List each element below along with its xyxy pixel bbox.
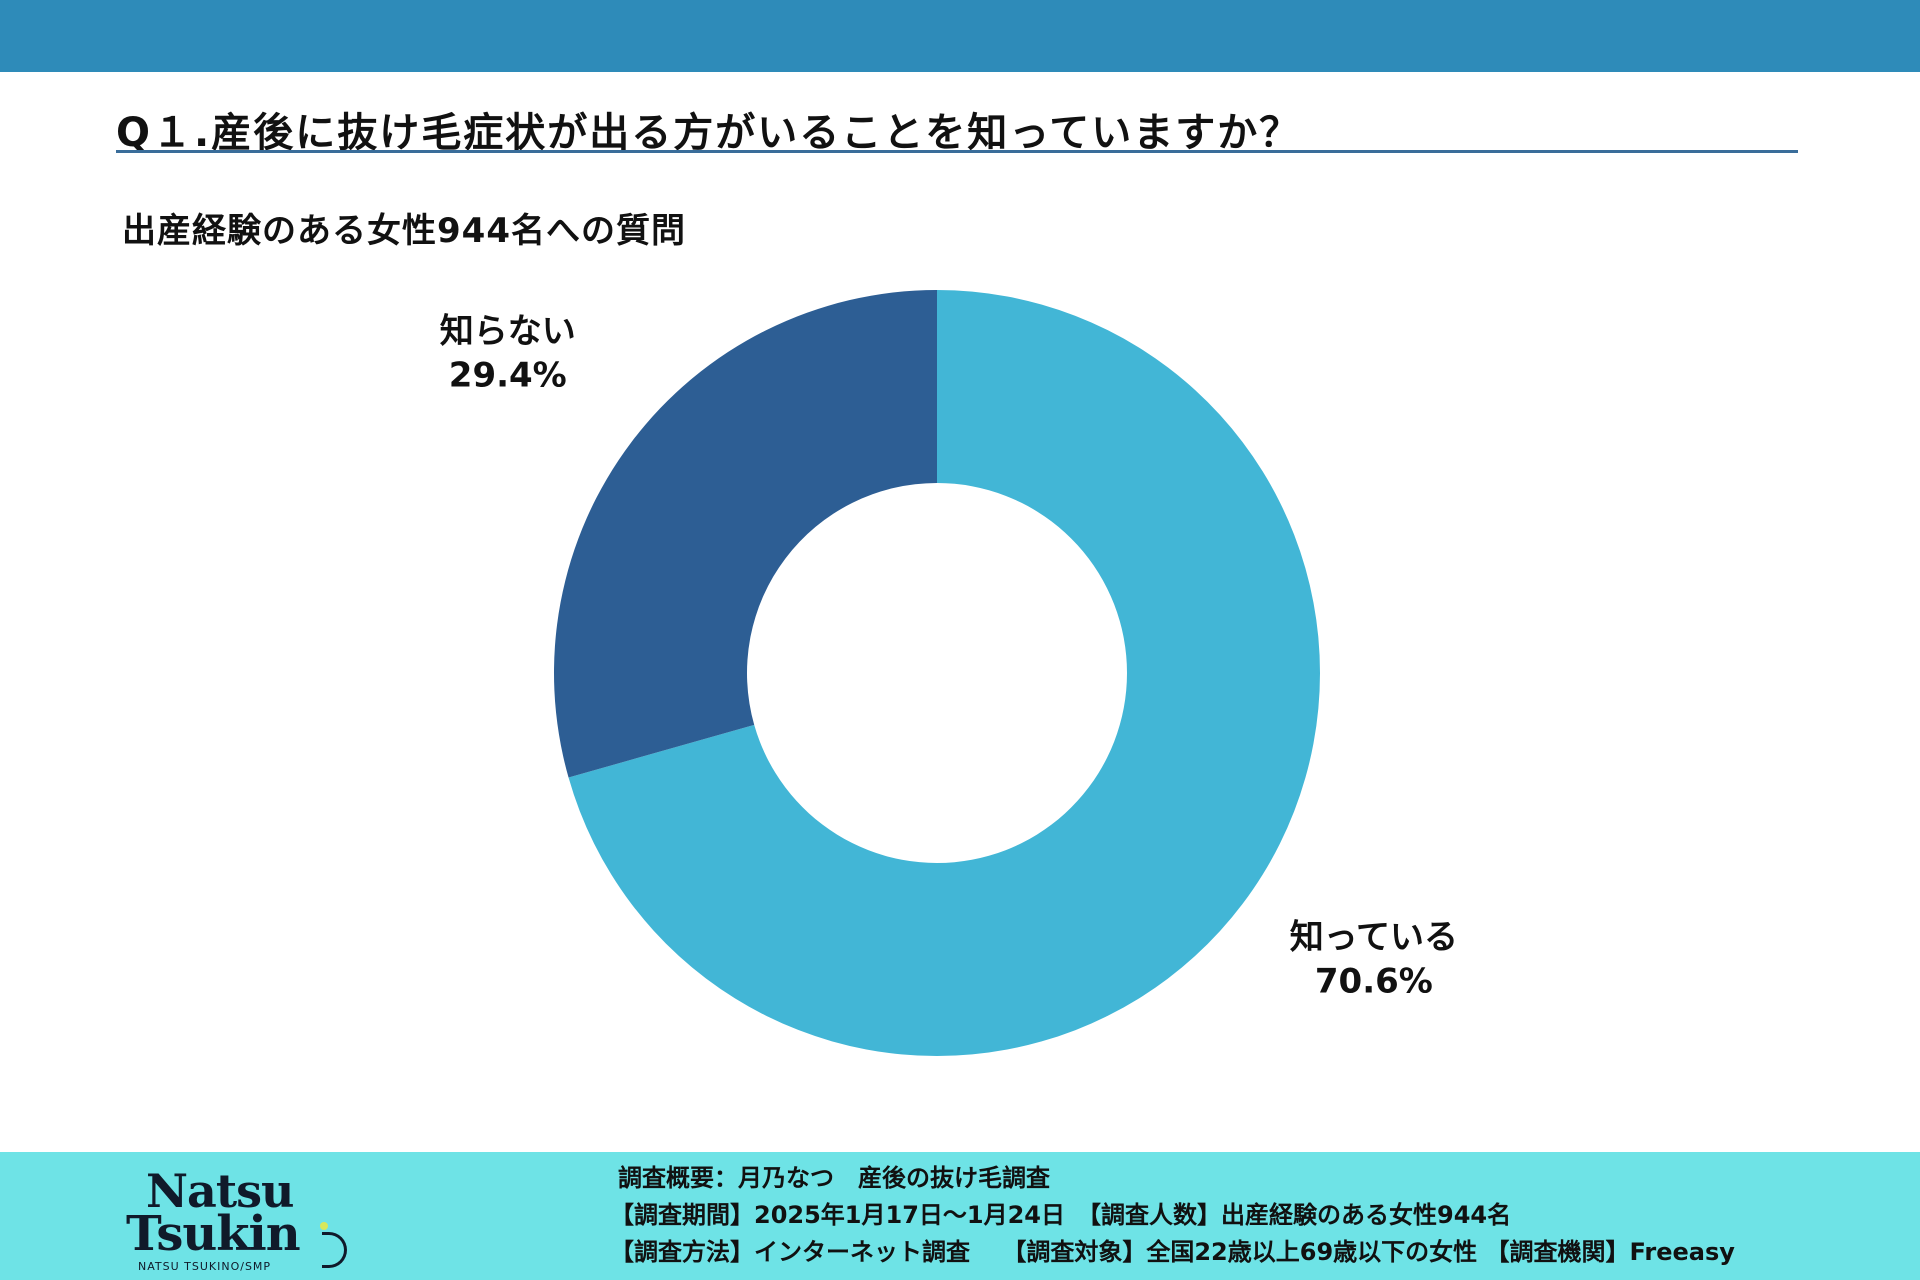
slice-value-dont-know: 29.4%: [449, 356, 567, 396]
logo-subtext: NATSU TSUKINO/SMP: [138, 1260, 272, 1273]
survey-overview: 調査概要：月乃なつ 産後の抜け毛調査 【調査期間】2025年1月17日〜1月24…: [610, 1160, 1735, 1271]
top-banner: [0, 0, 1920, 72]
slice-dont-know: [553, 290, 937, 778]
natsu-tsukino-logo: Natsu Tsukin NATSU TSUKINO/SMP: [122, 1160, 347, 1275]
footer-band: [0, 1152, 1920, 1280]
survey-period-line: 【調査期間】2025年1月17日〜1月24日 【調査人数】出産経験のある女性94…: [610, 1201, 1512, 1229]
slice-know: [568, 290, 1320, 1056]
logo-text-bottom: Tsukin: [126, 1206, 301, 1262]
slice-value-know: 70.6%: [1315, 961, 1433, 1001]
donut-chart: 知っている 70.6% 知らない 29.4%: [440, 290, 1458, 1056]
title-underline: [116, 150, 1798, 153]
slice-label-know: 知っている: [1290, 917, 1458, 957]
question-title: Q１.産後に抜け毛症状が出る方がいることを知っていますか？: [116, 110, 1302, 156]
crescent-moon-icon: [322, 1232, 347, 1268]
slice-label-dont-know: 知らない: [440, 312, 576, 352]
survey-summary-line: 調査概要：月乃なつ 産後の抜け毛調査: [618, 1164, 1050, 1192]
survey-method-line: 【調査方法】インターネット調査 【調査対象】全国22歳以上69歳以下の女性 【調…: [610, 1238, 1735, 1266]
chart-subtitle: 出産経験のある女性944名への質問: [122, 211, 686, 251]
logo-text-top: Natsu: [146, 1164, 294, 1218]
logo-dot-icon: [320, 1222, 328, 1230]
